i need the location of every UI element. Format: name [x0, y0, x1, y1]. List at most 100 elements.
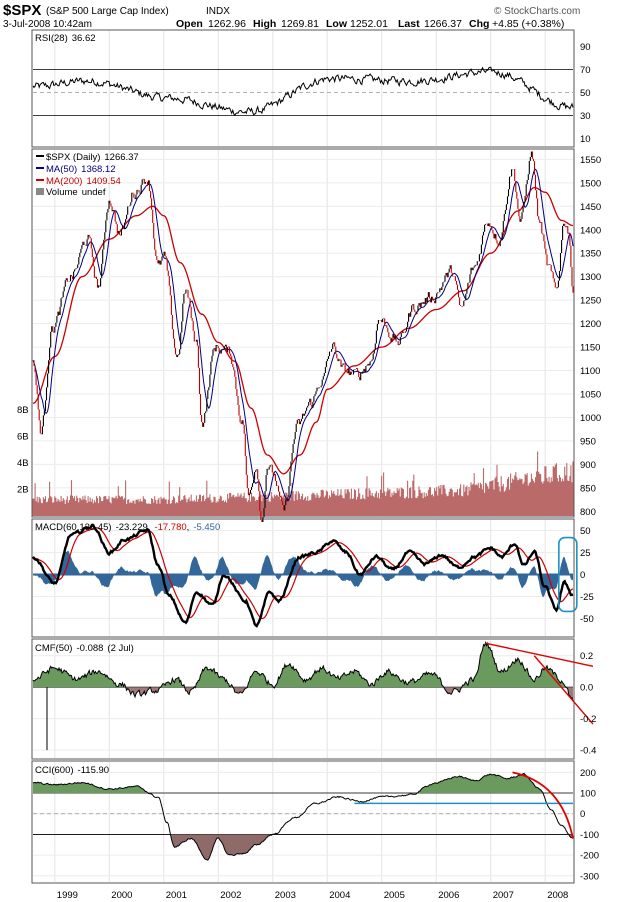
ma200-legend-name: MA(200) — [46, 176, 82, 187]
macd-value: -23.229 — [116, 522, 148, 533]
chg-label: Chg — [469, 18, 489, 30]
ma50-legend-name: MA(50) — [46, 164, 77, 175]
ma50-legend-value: 1368.12 — [81, 164, 115, 175]
price-tick-label: 1450 — [580, 202, 601, 213]
price-tick-label: 1250 — [580, 296, 601, 307]
cci-title: CCI(600) — [35, 765, 74, 776]
volume-tick-label: 6B — [17, 431, 29, 442]
macd-signal-line — [32, 527, 574, 620]
price-tick-label: 1550 — [580, 155, 601, 166]
rsi-title: RSI(28) — [35, 33, 68, 44]
cmf-tick-label: -0.2 — [580, 714, 596, 725]
cci-overbought-fill — [33, 773, 573, 794]
cci-trend-curve — [512, 771, 574, 839]
macd-tick-label: 0 — [580, 570, 585, 581]
datetime: 3-Jul-2008 10:42am — [3, 19, 92, 30]
cmf-value: -0.088 — [76, 643, 103, 654]
open-label: Open — [176, 18, 203, 30]
price-tick-label: 850 — [580, 483, 596, 494]
rsi-tick-label: 90 — [580, 42, 591, 53]
low-label: Low — [326, 18, 348, 30]
cmf-tick-label: 0.2 — [580, 651, 593, 662]
cmf-trendline — [485, 642, 594, 668]
price-legend-swatch — [36, 155, 44, 157]
macd-hist-value: -5.450 — [193, 522, 220, 533]
price-tick-label: 1400 — [580, 225, 601, 236]
price-down-bars — [33, 151, 574, 522]
cci-tick-label: -100 — [580, 830, 599, 841]
x-tick-label: 2006 — [438, 890, 459, 901]
price-tick-label: 1150 — [580, 343, 600, 354]
x-tick-label: 2004 — [329, 890, 350, 901]
cmf-legend: CMF(50) -0.088 (2 Jul) — [35, 643, 134, 654]
macd-legend: MACD(60,130,45) -23.229, -17.780, -5.450 — [35, 522, 220, 533]
price-tick-label: 1300 — [580, 272, 601, 283]
macd-signal-value: -17.780 — [154, 522, 186, 533]
exchange: INDX — [206, 6, 230, 17]
macd-tick-label: -25 — [580, 592, 594, 603]
svg-text:MA(200)1409.54: MA(200) 1409.54 — [46, 176, 121, 187]
macd-title: MACD(60,130,45) — [35, 522, 112, 533]
rsi-line — [32, 66, 574, 117]
price-tick-label: 1350 — [580, 249, 601, 260]
rsi-value: 36.62 — [72, 33, 96, 44]
price-tick-label: 1000 — [580, 413, 601, 424]
rsi-panel — [31, 29, 575, 148]
watermark: © StockCharts.com — [494, 6, 580, 17]
cci-value: -115.90 — [78, 765, 110, 776]
macd-tick-label: 25 — [580, 548, 591, 559]
volume-legend-swatch — [36, 188, 44, 195]
index-name: (S&P 500 Large Cap Index) — [46, 6, 169, 17]
cmf-negative-fill — [33, 687, 573, 702]
price-legend-name: $SPX (Daily) — [46, 152, 100, 163]
x-tick-label: 2002 — [220, 890, 241, 901]
cci-legend: CCI(600) -115.90 — [35, 765, 109, 776]
svg-text:MA(50)1368.12: MA(50) 1368.12 — [46, 164, 116, 175]
price-tick-label: 900 — [580, 460, 596, 471]
ma200-legend-swatch — [36, 179, 44, 181]
price-tick-label: 1200 — [580, 319, 601, 330]
symbol: $SPX — [3, 2, 41, 19]
volume-bars — [32, 451, 574, 516]
last-value: 1266.37 — [424, 18, 462, 30]
price-tick-label: 1050 — [580, 390, 601, 401]
x-tick-label: 2003 — [275, 890, 296, 901]
macd-tick-label: 50 — [580, 526, 591, 537]
cmf-line — [32, 640, 574, 702]
price-tick-label: 1100 — [580, 366, 600, 377]
x-tick-label: 2008 — [547, 890, 568, 901]
price-legend: $SPX (Daily) 1266.37 MA(50) 1368.12 MA(200… — [36, 152, 139, 198]
price-tick-label: 950 — [580, 436, 596, 447]
volume-tick-label: 8B — [17, 405, 29, 416]
rsi-tick-label: 10 — [580, 134, 591, 145]
x-tick-label: 1999 — [57, 890, 78, 901]
price-legend-value: 1266.37 — [104, 152, 138, 163]
rsi-tick-label: 30 — [580, 111, 591, 122]
x-tick-label: 2005 — [384, 890, 405, 901]
volume-legend-value: undef — [82, 187, 106, 198]
volume-tick-label: 2B — [17, 484, 29, 495]
rsi-tick-label: 50 — [580, 88, 591, 99]
svg-text:$SPX (Daily)1266.37: $SPX (Daily) 1266.37 — [46, 152, 139, 163]
macd-highlight-box — [558, 536, 578, 613]
price-up-bars — [41, 151, 570, 522]
cmf-tick-label: 0.0 — [580, 683, 593, 694]
ma200-legend-value: 1409.54 — [86, 176, 120, 187]
x-tick-label: 2000 — [111, 890, 132, 901]
cci-line — [32, 772, 574, 861]
high-value: 1269.81 — [281, 18, 319, 30]
volume-legend-name: Volume — [46, 187, 78, 198]
cci-tick-label: 0 — [580, 809, 585, 820]
cci-tick-label: 200 — [580, 768, 596, 779]
volume-tick-label: 4B — [17, 458, 29, 469]
cci-tick-label: 100 — [580, 789, 596, 800]
cci-tick-label: -300 — [580, 871, 599, 882]
last-label: Last — [398, 18, 420, 30]
low-value: 1252.01 — [350, 18, 388, 30]
cci-tick-label: -200 — [580, 851, 599, 862]
price-tick-label: 800 — [580, 507, 596, 518]
x-tick-label: 2007 — [493, 890, 514, 901]
open-value: 1262.96 — [208, 18, 246, 30]
